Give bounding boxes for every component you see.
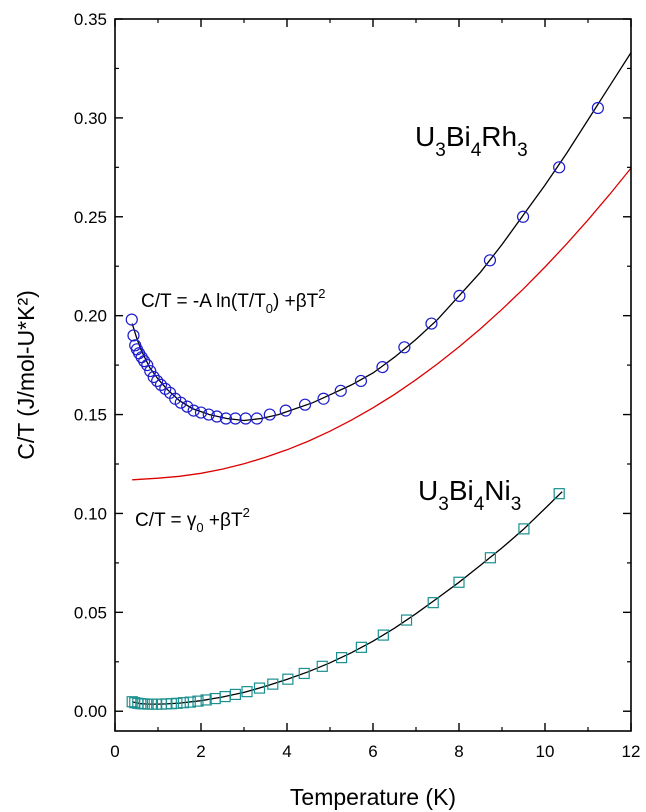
y-tick-label: 0.25 xyxy=(74,208,107,227)
circle-marker xyxy=(334,384,347,397)
circle-marker xyxy=(151,374,164,388)
circle-marker xyxy=(219,412,233,425)
square-marker xyxy=(192,695,204,707)
square-marker xyxy=(282,673,294,685)
y-tick-label: 0.30 xyxy=(74,109,107,128)
fit-curve-2 xyxy=(132,491,563,705)
square-marker xyxy=(355,641,367,653)
circle-marker xyxy=(125,313,138,326)
square-marker xyxy=(518,523,530,535)
circle-marker xyxy=(425,317,438,330)
circle-marker xyxy=(553,161,566,174)
rh-compound-label: U3Bi4Rh3 xyxy=(415,121,528,161)
y-tick-label: 0.15 xyxy=(74,406,107,425)
circle-marker xyxy=(181,400,194,413)
square-marker xyxy=(171,697,183,709)
y-axis-title: C/T (J/mol-U*K²) xyxy=(13,290,39,460)
square-marker xyxy=(229,688,241,701)
square-marker xyxy=(241,686,253,698)
square-marker xyxy=(453,576,465,588)
log-fit-formula: C/T = -A ln(T/T0) +βT2 xyxy=(141,286,325,316)
circle-marker xyxy=(483,254,497,267)
circle-marker xyxy=(279,404,292,417)
square-marker xyxy=(400,614,413,626)
x-tick-label: 10 xyxy=(536,742,555,761)
circle-marker xyxy=(202,408,215,421)
square-marker xyxy=(377,629,389,641)
fermi-liquid-formula: C/T = γ0 +βT2 xyxy=(135,505,250,535)
fit-curve-0 xyxy=(131,52,632,422)
data-markers xyxy=(125,101,604,710)
square-marker xyxy=(427,597,439,609)
circle-marker xyxy=(239,412,252,425)
square-marker xyxy=(553,488,565,500)
square-marker xyxy=(200,694,212,706)
square-marker xyxy=(253,682,266,694)
square-marker xyxy=(267,678,279,690)
plot-frame xyxy=(114,18,632,732)
x-tick-label: 2 xyxy=(196,742,205,761)
x-tick-label: 6 xyxy=(368,742,377,761)
x-tick-label: 12 xyxy=(622,742,641,761)
square-marker xyxy=(484,552,496,564)
circle-marker xyxy=(591,101,604,115)
circle-marker xyxy=(250,412,263,425)
x-tick-label: 4 xyxy=(282,742,291,761)
circle-marker xyxy=(144,364,157,378)
circle-marker xyxy=(298,398,312,411)
circle-marker xyxy=(154,378,168,391)
fit-curve-1 xyxy=(132,167,632,481)
x-tick-label: 8 xyxy=(454,742,463,761)
axis-ticks: 0 2 4 6 8 10 12 0.00 0.05 0.10 0.15 0.20 0.25 0.30 0.3… xyxy=(74,10,641,761)
circle-marker xyxy=(187,404,200,417)
y-tick-label: 0.20 xyxy=(74,307,107,326)
y-tick-label: 0.05 xyxy=(74,603,107,622)
circle-marker xyxy=(210,410,224,423)
square-marker xyxy=(316,660,328,672)
y-tick-label: 0.35 xyxy=(74,10,107,29)
circle-marker xyxy=(453,289,466,302)
circle-marker xyxy=(376,360,389,374)
square-marker xyxy=(177,697,189,709)
circle-marker xyxy=(141,359,154,372)
circle-marker xyxy=(138,355,151,368)
circle-marker xyxy=(229,412,242,425)
x-tick-label: 0 xyxy=(110,742,119,761)
circle-marker xyxy=(127,329,140,342)
fit-curves xyxy=(131,52,632,705)
circle-marker xyxy=(263,408,276,421)
circle-marker xyxy=(135,351,148,364)
circle-marker xyxy=(317,392,330,405)
circle-marker xyxy=(516,210,530,223)
circle-marker xyxy=(174,396,187,409)
y-tick-label: 0.10 xyxy=(74,504,107,523)
circle-marker xyxy=(398,341,411,354)
ni-compound-label: U3Bi4Ni3 xyxy=(418,475,521,515)
x-axis-title: Temperature (K) xyxy=(290,784,456,810)
circle-marker xyxy=(147,370,160,384)
y-tick-label: 0.00 xyxy=(74,702,107,721)
square-marker xyxy=(336,652,348,664)
square-marker xyxy=(184,696,196,708)
circle-marker xyxy=(354,374,368,388)
square-marker xyxy=(298,667,310,680)
circle-marker xyxy=(194,406,208,419)
